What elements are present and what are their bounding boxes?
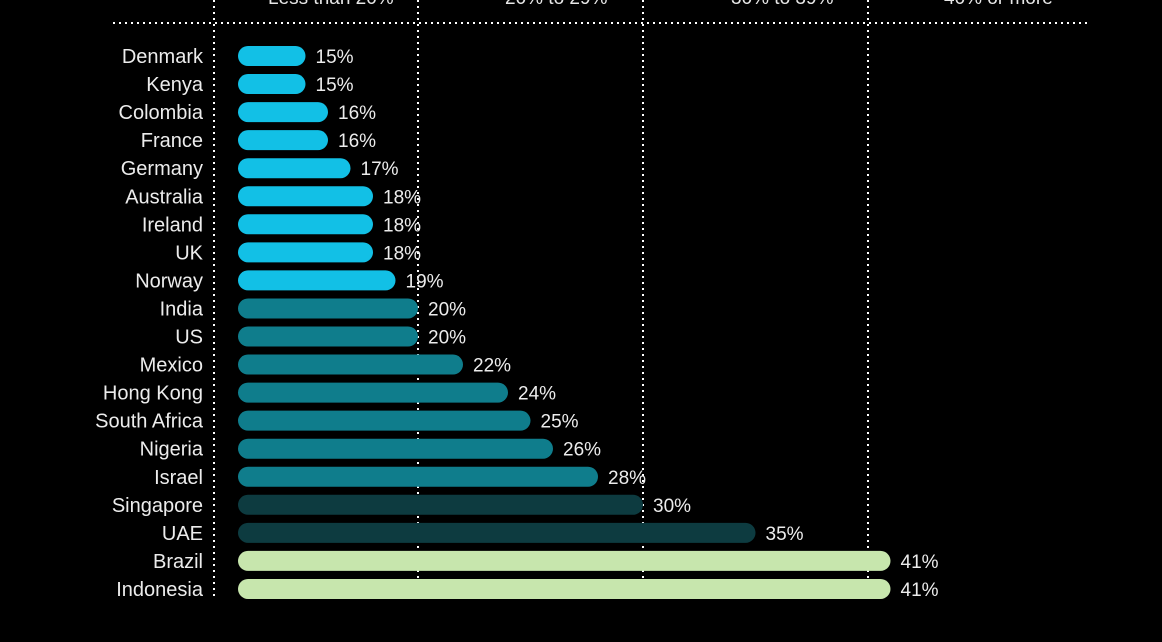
bar (238, 186, 373, 207)
category-label: Denmark (122, 46, 204, 68)
category-label: UK (175, 242, 203, 264)
bar (238, 46, 306, 66)
category-label: Colombia (119, 102, 204, 124)
value-label: 24% (518, 384, 556, 405)
category-label: Kenya (146, 74, 204, 96)
category-label: France (141, 130, 203, 152)
category-label: Australia (125, 186, 204, 208)
value-label: 20% (428, 328, 466, 349)
category-label: Nigeria (140, 439, 204, 461)
value-label: 15% (316, 47, 354, 68)
legend: Less than 20% 20% to 29% 30% to 39% 40% … (268, 0, 1053, 9)
bar (238, 298, 418, 319)
bar (238, 158, 351, 179)
bar (238, 550, 891, 571)
category-label: Mexico (140, 355, 203, 377)
category-label: Norway (135, 270, 203, 292)
category-label: UAE (162, 523, 203, 545)
bar (238, 522, 756, 543)
bar (238, 578, 891, 599)
bar (238, 410, 531, 431)
category-label: Germany (121, 158, 203, 180)
value-label: 35% (766, 524, 804, 545)
value-label: 16% (338, 131, 376, 152)
value-label: 41% (901, 580, 939, 601)
value-label: 17% (361, 159, 399, 180)
value-label: 18% (383, 187, 421, 208)
legend-label-2: 30% to 39% (731, 0, 834, 9)
value-label: 19% (406, 271, 444, 292)
bar (238, 494, 643, 515)
bar (238, 382, 508, 403)
category-label: Hong Kong (103, 383, 203, 405)
category-label: Israel (154, 467, 203, 489)
category-label: US (175, 327, 203, 349)
bar (238, 270, 396, 291)
bars (238, 46, 891, 599)
value-label: 15% (316, 75, 354, 96)
value-label: 18% (383, 243, 421, 264)
legend-label-1: 20% to 29% (505, 0, 608, 9)
bar (238, 102, 328, 123)
legend-label-3: 40% or more (944, 0, 1053, 9)
bar (238, 130, 328, 151)
bar (238, 326, 418, 347)
category-label: India (160, 298, 204, 320)
category-label: Ireland (142, 214, 203, 236)
value-label: 41% (901, 552, 939, 573)
value-label: 20% (428, 299, 466, 320)
bar (238, 438, 553, 459)
bar (238, 354, 463, 375)
category-label: South Africa (95, 411, 204, 433)
value-label: 28% (608, 468, 646, 489)
category-labels: Denmark Kenya Colombia France Germany Austral… (95, 46, 204, 601)
category-label: Singapore (112, 495, 203, 517)
value-label: 26% (563, 440, 601, 461)
bar (238, 242, 373, 263)
legend-label-0: Less than 20% (268, 0, 394, 9)
bar (238, 74, 306, 95)
category-label: Brazil (153, 551, 203, 573)
value-label: 25% (541, 412, 579, 433)
value-label: 18% (383, 215, 421, 236)
value-label: 16% (338, 103, 376, 124)
value-labels: 15% 15% 16% 16% 17% 18% 18% 18% 19% 20% 20% 22% 24% 2… (316, 47, 939, 601)
bar (238, 214, 373, 235)
value-label: 30% (653, 496, 691, 517)
bar (238, 466, 598, 487)
category-label: Indonesia (116, 579, 204, 601)
value-label: 22% (473, 356, 511, 377)
